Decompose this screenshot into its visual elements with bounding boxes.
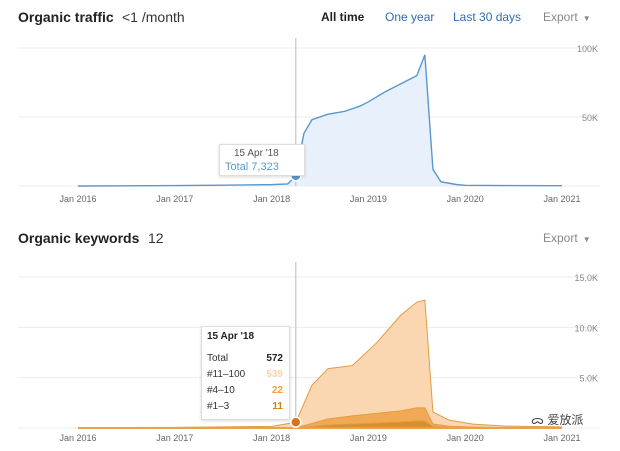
x-tick-label: Jan 2016	[59, 194, 96, 204]
tooltip-row-value: 572	[266, 353, 283, 364]
tooltip-date: 15 Apr '18	[234, 148, 279, 159]
y-tick-label: 100K	[577, 44, 598, 54]
info-icon[interactable]: ⁱ	[112, 12, 114, 22]
range-all-time-button[interactable]: All time	[321, 10, 365, 24]
y-tick-label: 15.0K	[574, 273, 598, 283]
x-tick-label: Jan 2020	[447, 433, 484, 443]
organic-traffic-title: Organic traffic	[18, 9, 114, 25]
tooltip-row-label: #1–3	[207, 401, 230, 412]
export-label: Export	[543, 231, 578, 245]
organic-keywords-title: Organic keywords	[18, 230, 140, 246]
x-tick-label: Jan 2018	[253, 194, 290, 204]
x-tick-label: Jan 2016	[59, 433, 96, 443]
traffic-line	[77, 54, 563, 187]
y-tick-label: 50K	[582, 113, 598, 123]
keywords-tooltip: 15 Apr '18 Total 572 #11–100 539 #4–10 2…	[201, 326, 290, 420]
series-area-13	[78, 420, 562, 428]
tooltip-row-total: Total 572	[207, 353, 283, 367]
x-tick-label: Jan 2021	[543, 194, 580, 204]
x-tick-label: Jan 2020	[447, 194, 484, 204]
chevron-down-icon: ▼	[582, 235, 591, 244]
traffic-area	[78, 54, 562, 187]
x-tick-label: Jan 2021	[543, 433, 580, 443]
highlight-point	[290, 416, 302, 428]
organic-traffic-panel: Organic traffic ⁱ <1 /month All time One…	[0, 0, 620, 215]
tooltip-total: Total 7,323	[225, 161, 279, 173]
organic-keywords-panel: Organic keywords ⁱ 12 Export ▼ 5.0K 10.0K 1…	[0, 222, 620, 451]
chevron-down-icon: ▼	[582, 14, 591, 23]
x-tick-label: Jan 2017	[156, 433, 193, 443]
organic-keywords-chart[interactable]: 5.0K 10.0K 15.0K Jan 2016 Jan 2017 Jan 2018 Ja…	[0, 222, 620, 451]
tooltip-row-1-3: #1–3 11	[207, 401, 283, 415]
range-last-30-days-button[interactable]: Last 30 days	[453, 10, 522, 24]
organic-keywords-value: 12	[148, 230, 164, 246]
keywords-export-button[interactable]: Export ▼	[543, 231, 591, 245]
export-label: Export	[543, 10, 578, 24]
tooltip-row-label: Total	[207, 353, 229, 364]
organic-traffic-chart[interactable]: 50K 100K Jan 2016 Jan 2017 Jan 2018 Jan 2019 J…	[0, 0, 620, 215]
x-tick-label: Jan 2019	[350, 433, 387, 443]
organic-traffic-value: <1 /month	[122, 9, 185, 25]
tooltip-row-value: 22	[271, 385, 283, 396]
series-area-410	[78, 407, 562, 428]
wechat-watermark: ᯅ 爱放派	[531, 411, 611, 429]
traffic-export-button[interactable]: Export ▼	[543, 10, 591, 24]
series-line	[77, 299, 563, 429]
tooltip-row-11-100: #11–100 539	[207, 369, 283, 383]
tooltip-row-label: #11–100	[207, 369, 246, 380]
range-one-year-button[interactable]: One year	[385, 10, 435, 24]
x-tick-label: Jan 2019	[350, 194, 387, 204]
y-tick-label: 5.0K	[579, 374, 598, 384]
x-tick-label: Jan 2017	[156, 194, 193, 204]
series-area-11100	[78, 300, 562, 428]
traffic-tooltip: 15 Apr '18 Total 7,323	[219, 144, 305, 176]
tooltip-row-value: 11	[272, 401, 283, 412]
tooltip-row-label: #4–10	[207, 385, 235, 396]
wechat-icon: ᯅ	[531, 413, 544, 427]
y-tick-label: 10.0K	[574, 323, 598, 333]
info-icon[interactable]: ⁱ	[137, 233, 139, 243]
x-tick-label: Jan 2018	[253, 433, 290, 443]
tooltip-row-4-10: #4–10 22	[207, 385, 283, 399]
tooltip-date: 15 Apr '18	[207, 331, 255, 342]
watermark-text: 爱放派	[547, 413, 584, 427]
tooltip-row-value: 539	[266, 369, 283, 380]
